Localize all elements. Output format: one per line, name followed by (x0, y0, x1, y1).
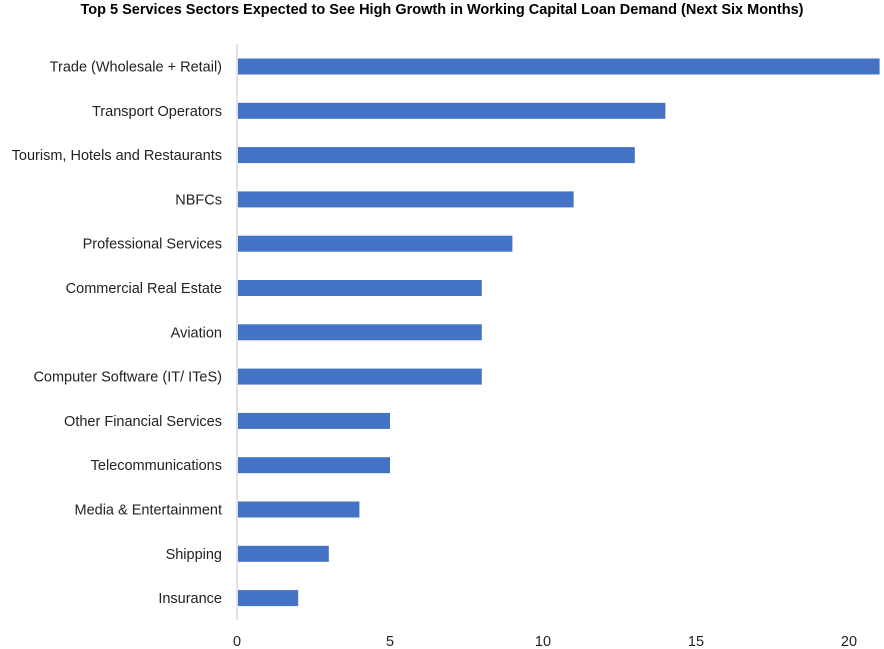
bars-layer (238, 58, 880, 607)
category-label-professional-services: Professional Services (83, 237, 222, 253)
bar-commercial-real-estate (238, 280, 482, 296)
x-tick-label-0: 0 (233, 634, 241, 649)
bar-trade-wholesale-retail (238, 58, 880, 75)
bar-shipping (238, 545, 329, 562)
category-label-shipping: Shipping (166, 547, 222, 563)
category-label-other-financial-services: Other Financial Services (64, 414, 222, 430)
chart-title: Top 5 Services Sectors Expected to See H… (80, 2, 804, 18)
category-label-media-entertainment: Media & Entertainment (75, 503, 223, 519)
category-label-insurance: Insurance (158, 591, 222, 607)
bar-telecommunications (238, 457, 390, 474)
x-tick-label-5: 5 (386, 634, 394, 649)
bar-professional-services (238, 235, 513, 252)
bar-media-entertainment (238, 501, 360, 518)
x-tick-label-20: 20 (841, 634, 857, 649)
x-axis-ticks: 0 5 10 15 20 (233, 634, 857, 649)
bar-aviation (238, 324, 482, 341)
bar-transport-operators (238, 102, 666, 119)
category-label-commercial-real-estate: Commercial Real Estate (66, 281, 222, 297)
bar-computer-software-it-ites (238, 368, 482, 385)
category-label-nbfcs: NBFCs (175, 192, 222, 208)
category-label-trade-wholesale-retail: Trade (Wholesale + Retail) (50, 60, 222, 76)
category-label-telecommunications: Telecommunications (91, 458, 222, 474)
x-tick-label-10: 10 (535, 634, 551, 649)
bar-other-financial-services (238, 412, 390, 429)
category-label-aviation: Aviation (171, 325, 222, 341)
category-label-computer-software-it-ites: Computer Software (IT/ ITeS) (33, 370, 222, 386)
bar-nbfcs (238, 191, 574, 208)
bar-tourism-hotels-and-restaurants (238, 147, 635, 164)
category-label-tourism-hotels-and-restaurants: Tourism, Hotels and Restaurants (12, 148, 222, 164)
x-tick-label-15: 15 (688, 634, 704, 649)
category-labels: Trade (Wholesale + Retail) Transport Oper… (12, 60, 222, 608)
category-label-transport-operators: Transport Operators (92, 104, 222, 120)
bar-insurance (238, 590, 299, 607)
